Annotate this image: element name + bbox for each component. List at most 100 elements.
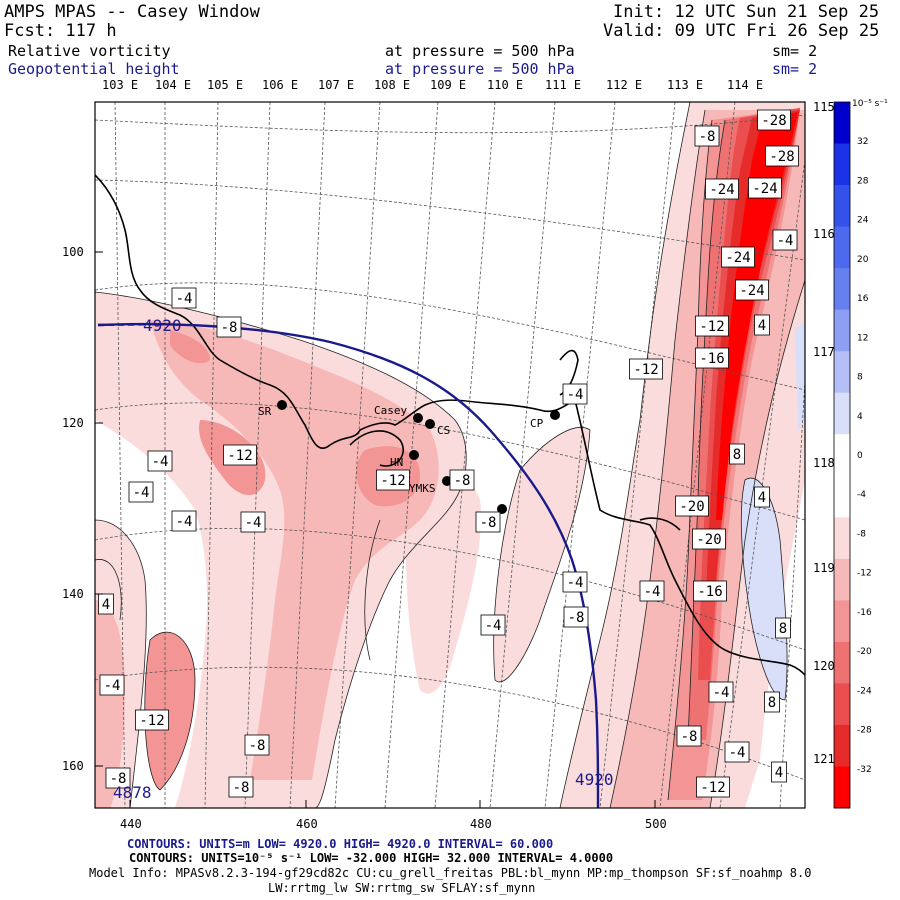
contour-label: -16 <box>697 584 722 600</box>
contour-label-box <box>223 444 257 466</box>
contour-label-box <box>563 606 589 628</box>
contour-label-box <box>754 486 770 508</box>
field-1-smoothing: sm= 2 <box>772 42 818 60</box>
contour-label-box <box>695 315 729 337</box>
forecast-hour: Fcst: 117 h <box>4 21 117 41</box>
contour-label-box <box>692 528 726 550</box>
colorbar-swatch <box>834 309 850 352</box>
contour-label: -4 <box>567 387 584 403</box>
colorbar-tick: -24 <box>857 686 872 696</box>
model-physics: LW:rrtmg_lw SW:rrtmg_sw SFLAY:sf_mynn <box>268 881 536 895</box>
vorticity-fill <box>795 320 805 430</box>
contour-label: -8 <box>249 738 266 754</box>
colorbar-swatch <box>834 143 850 186</box>
contour-label: -4 <box>245 515 262 531</box>
colorbar-tick: 4 <box>857 412 863 422</box>
contour-label: -4 <box>133 485 150 501</box>
lon-label-top: 113 E <box>667 78 704 92</box>
vorticity-fill <box>741 478 788 700</box>
colorbar-tick: 28 <box>857 176 869 186</box>
lon-label-top: 114 E <box>727 78 764 92</box>
colorbar-swatch <box>834 558 850 601</box>
field-1-name: Relative vorticity <box>8 42 171 60</box>
contour-label: -4 <box>729 745 746 761</box>
contour-label: -8 <box>110 771 127 787</box>
y-tick-label: 140 <box>62 587 84 601</box>
height-label: 4878 <box>113 783 152 802</box>
colorbar-tick: -8 <box>857 529 866 539</box>
x-tick-label: 460 <box>296 817 318 831</box>
contour-label-box <box>757 109 791 131</box>
station-labels: SR Casey CS HN YMKS DS CP <box>258 404 544 525</box>
contour-label: -8 <box>454 473 471 489</box>
station-label-hn: HN <box>390 456 403 469</box>
contour-label: 4 <box>775 765 783 781</box>
contour-label: -16 <box>699 351 724 367</box>
station-marker-ds <box>497 504 507 514</box>
contour-label-box <box>639 580 665 602</box>
colorbar-tick: 12 <box>857 333 868 343</box>
contour-label: 4 <box>758 318 766 334</box>
colorbar-swatch <box>834 185 850 228</box>
contour-label: -8 <box>681 729 698 745</box>
colorbar-tick-labels: 32 28 24 20 16 12 8 4 0 -4 -8 -12 -16 -20 -24 -28 -32 <box>857 137 872 775</box>
contour-label-box <box>228 776 254 798</box>
contour-label-box <box>729 443 745 465</box>
contour-label: -12 <box>700 780 725 796</box>
contour-label-box <box>775 617 791 639</box>
colorbar-tick: -28 <box>857 726 872 736</box>
contour-label: -24 <box>752 181 777 197</box>
contour-label-box <box>694 125 720 147</box>
contour-label-box <box>449 469 475 491</box>
colorbar-tick: -12 <box>857 569 872 579</box>
y-tick-label: 160 <box>62 759 84 773</box>
contour-label-box <box>147 450 173 472</box>
contour-label: -8 <box>233 780 250 796</box>
colorbar-swatch <box>834 392 850 435</box>
colorbar <box>833 101 851 809</box>
contour-label: -24 <box>725 250 750 266</box>
contour-label: 8 <box>779 621 787 637</box>
vorticity-fill <box>493 427 590 682</box>
colorbar-swatch <box>834 600 850 643</box>
contour-label-box <box>475 511 501 533</box>
contour-label: 4 <box>758 490 766 506</box>
contour-label: -4 <box>152 454 169 470</box>
contour-label-box <box>562 383 588 405</box>
colorbar-swatch <box>834 102 850 145</box>
x-tick-label: 480 <box>470 817 492 831</box>
lon-label-top: 111 E <box>545 78 582 92</box>
lon-label-top: 109 E <box>430 78 467 92</box>
contour-label-box <box>675 495 709 517</box>
contour-label-box <box>771 761 787 783</box>
vorticity-fill <box>170 330 210 364</box>
field-1-pressure: at pressure = 500 hPa <box>385 42 575 60</box>
contour-label: -28 <box>769 149 794 165</box>
contour-label-box <box>748 177 782 199</box>
station-markers <box>277 400 560 514</box>
contour-label: -4 <box>567 575 584 591</box>
colorbar-swatch <box>834 351 850 394</box>
colorbar-tick: 8 <box>857 373 863 383</box>
vorticity-fill <box>150 320 439 780</box>
contour-label-box <box>99 674 125 696</box>
contour-label: -8 <box>568 610 585 626</box>
geopotential-contour <box>97 322 600 808</box>
vorticity-contour-info: CONTOURS: UNITS=10⁻⁵ s⁻¹ LOW= -32.000 HI… <box>129 851 614 865</box>
field-2-pressure: at pressure = 500 hPa <box>385 60 575 78</box>
colorbar-tick: 32 <box>857 137 868 147</box>
station-label-casey: Casey <box>374 404 407 417</box>
station-label-sr: SR <box>258 405 272 418</box>
contour-label: -12 <box>227 448 252 464</box>
contour-label: -4 <box>176 291 193 307</box>
contour-label-box <box>171 510 197 532</box>
contour-label: 8 <box>768 695 776 711</box>
colorbar-swatch <box>834 268 850 311</box>
contour-label: 8 <box>733 447 741 463</box>
plot-frame <box>94 101 806 809</box>
contour-label: -24 <box>709 182 734 198</box>
contour-label: -4 <box>104 678 121 694</box>
contour-label-box <box>629 358 663 380</box>
contour-label: -12 <box>699 319 724 335</box>
